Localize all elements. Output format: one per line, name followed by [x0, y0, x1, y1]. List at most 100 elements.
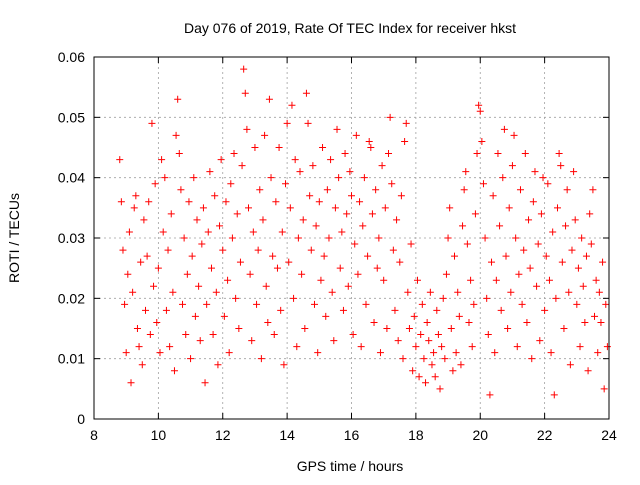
data-point: [312, 222, 320, 230]
data-point: [426, 288, 434, 296]
grid-lines: [94, 57, 609, 419]
y-tick-label: 0.06: [58, 49, 85, 65]
data-point: [465, 318, 473, 326]
data-point: [396, 258, 404, 266]
data-point: [367, 144, 375, 151]
data-point: [286, 204, 294, 212]
data-point: [359, 222, 367, 230]
data-point: [280, 361, 288, 369]
data-point: [364, 252, 372, 260]
data-point: [468, 343, 476, 351]
data-point: [198, 240, 206, 248]
data-point: [451, 252, 458, 260]
data-point: [438, 343, 446, 351]
x-tick-label: 16: [344, 427, 360, 443]
data-point: [327, 156, 335, 164]
data-point: [399, 355, 407, 363]
data-point: [285, 258, 293, 266]
data-point: [407, 240, 415, 248]
data-point: [278, 228, 286, 236]
data-point: [154, 264, 162, 272]
data-point: [508, 162, 516, 170]
data-point: [243, 125, 251, 133]
data-point: [323, 186, 331, 194]
data-point: [446, 204, 454, 212]
data-point: [523, 318, 531, 326]
data-point: [248, 337, 256, 345]
data-point: [199, 204, 207, 212]
data-point: [352, 131, 360, 139]
data-point: [558, 258, 566, 266]
data-point: [391, 306, 399, 314]
data-point: [201, 379, 209, 387]
data-point: [587, 240, 595, 248]
data-point: [460, 186, 468, 194]
data-point: [418, 300, 426, 308]
data-point: [539, 174, 547, 182]
data-point: [375, 234, 383, 242]
data-point: [410, 312, 418, 320]
data-point: [520, 246, 528, 254]
data-point: [335, 174, 343, 182]
data-point: [444, 234, 452, 242]
data-point: [496, 222, 504, 230]
data-point: [425, 337, 433, 345]
y-tick-label: 0: [77, 411, 85, 427]
data-point: [319, 144, 327, 151]
data-point: [525, 216, 533, 224]
data-point: [317, 276, 325, 284]
data-point: [442, 270, 450, 278]
data-point: [599, 258, 607, 266]
data-point: [214, 361, 222, 369]
data-point: [132, 192, 140, 200]
data-point: [191, 312, 199, 320]
data-point: [533, 282, 541, 290]
data-point: [133, 325, 141, 332]
data-point: [246, 270, 254, 278]
data-point: [409, 367, 417, 375]
x-axis-label: GPS time / hours: [297, 458, 404, 474]
data-point: [595, 288, 603, 296]
data-point: [507, 288, 515, 296]
data-point: [265, 95, 273, 103]
data-point: [576, 343, 584, 351]
data-point: [402, 119, 410, 127]
data-point: [166, 343, 174, 351]
data-point: [573, 300, 581, 308]
data-point: [138, 361, 146, 369]
data-point: [196, 337, 204, 345]
data-point: [483, 294, 491, 302]
data-point: [578, 234, 586, 242]
data-point: [499, 174, 507, 182]
data-point: [145, 198, 153, 206]
data-point: [328, 288, 336, 296]
data-point: [368, 210, 376, 218]
data-point: [531, 168, 539, 176]
data-point: [373, 264, 381, 272]
data-point: [256, 186, 264, 194]
data-point: [304, 119, 312, 127]
data-point: [127, 379, 135, 387]
data-point: [306, 192, 314, 200]
data-point: [261, 131, 269, 139]
data-point: [179, 300, 187, 308]
data-point: [357, 343, 365, 351]
data-point: [376, 349, 384, 357]
data-point: [513, 343, 521, 351]
data-point: [579, 282, 587, 290]
data-point: [325, 234, 333, 242]
data-point: [473, 150, 481, 158]
data-point: [423, 318, 431, 326]
data-point: [206, 168, 214, 176]
data-point: [315, 198, 323, 206]
data-point: [386, 113, 394, 121]
data-point: [331, 204, 339, 212]
data-point: [457, 361, 465, 369]
data-point: [602, 300, 610, 308]
data-point: [591, 312, 599, 320]
data-point: [455, 312, 463, 320]
data-point: [362, 300, 370, 308]
data-point: [356, 198, 364, 206]
data-point: [291, 156, 299, 164]
data-point: [549, 228, 557, 236]
